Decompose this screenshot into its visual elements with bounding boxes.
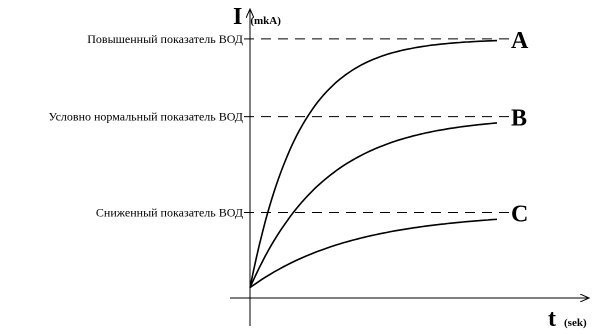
- reference-lines: [244, 38, 515, 213]
- series-curve-c: [249, 218, 498, 289]
- reference-labels: Повышенный показатель ВОД Условно нормаль…: [49, 32, 243, 220]
- x-axis-label: t (sek): [548, 306, 587, 329]
- series-label-c: C: [511, 202, 528, 228]
- series-label-b: B: [511, 106, 527, 132]
- series-label-a: A: [511, 28, 529, 54]
- reference-label: Сниженный показатель ВОД: [96, 206, 243, 220]
- series-curves: [249, 39, 498, 289]
- series-curve-b: [249, 122, 498, 288]
- y-axis-label: I (mkA): [233, 4, 281, 30]
- series-curve-a: [249, 39, 498, 288]
- reference-label: Повышенный показатель ВОД: [87, 32, 243, 46]
- reference-label: Условно нормальный показатель ВОД: [49, 110, 243, 124]
- series-labels: A B C: [511, 28, 529, 228]
